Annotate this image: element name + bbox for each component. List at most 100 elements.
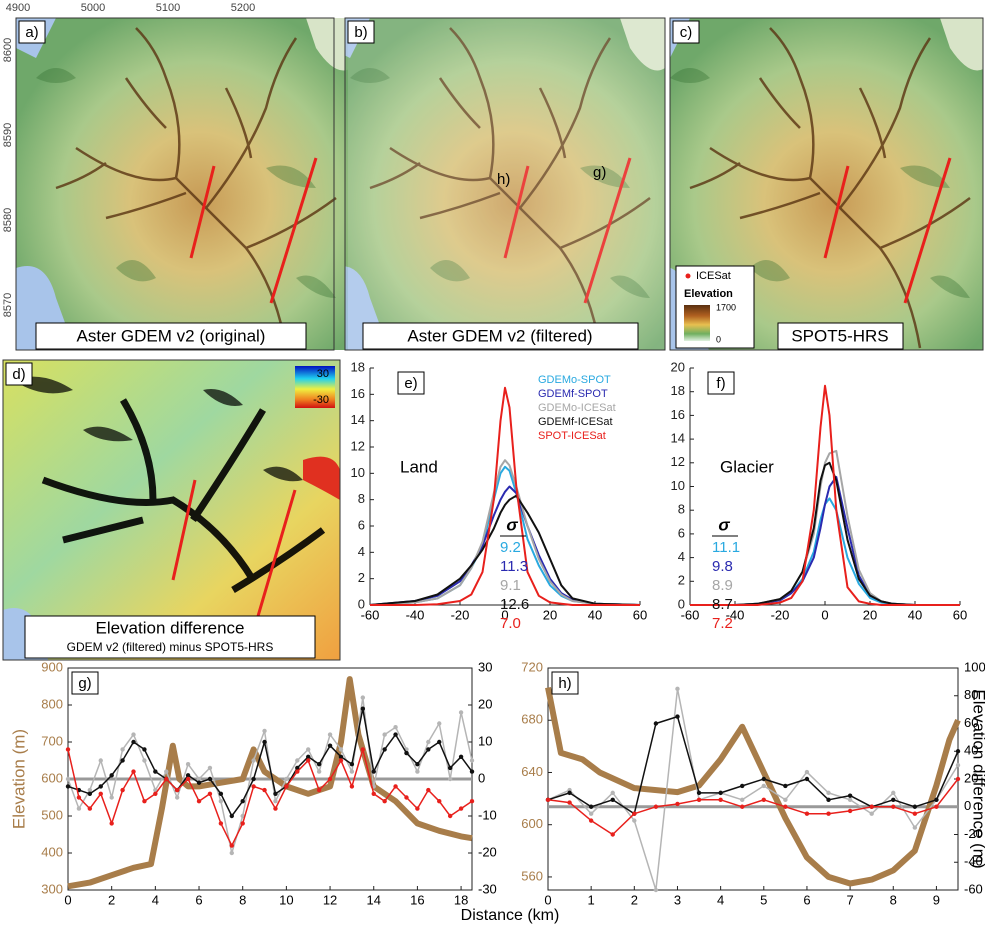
data-point	[120, 787, 125, 793]
data-point	[218, 791, 224, 796]
panel-label: g)	[78, 675, 91, 692]
y2-tick-label: 80	[964, 687, 978, 702]
data-point	[185, 762, 191, 767]
data-point	[675, 801, 680, 807]
data-point	[804, 769, 810, 775]
legend-marker: ICESat	[696, 270, 731, 282]
data-point	[273, 791, 278, 796]
series-line	[547, 715, 959, 815]
y-axis-label: Elevation (m)	[9, 729, 28, 829]
data-point	[783, 804, 788, 809]
series-line	[547, 778, 959, 836]
map-caption: Aster GDEM v2 (original)	[77, 326, 266, 345]
x-tick-label: 1	[588, 892, 595, 907]
legend-max: 1700	[716, 302, 736, 312]
y-tick-label: 0	[358, 596, 365, 611]
sigma-value: 7.2	[712, 615, 733, 632]
data-point	[131, 769, 136, 774]
y-tick-label: 2	[678, 573, 685, 588]
x-tick-label: -60	[361, 607, 380, 622]
data-point	[458, 754, 464, 759]
x-tick-label: 0	[821, 607, 828, 622]
x-tick-label: 20	[543, 607, 557, 622]
y-tick-label: 18	[671, 383, 685, 398]
x-tick-label: 40	[908, 607, 922, 622]
data-point	[316, 769, 322, 774]
x-tick-label: 20	[863, 607, 877, 622]
x-tick-label: 0	[501, 607, 508, 622]
data-point	[185, 776, 191, 782]
data-point	[142, 799, 147, 804]
data-point	[185, 773, 191, 778]
x-tick-label: 2	[631, 892, 638, 907]
sigma-value: 9.8	[712, 558, 733, 575]
x-tick-label: 40	[588, 607, 602, 622]
panel-label: b)	[354, 24, 367, 41]
data-point	[653, 887, 659, 893]
data-point	[826, 790, 831, 796]
data-point	[196, 780, 202, 785]
panel-label-box	[71, 671, 99, 695]
data-point	[109, 795, 114, 800]
data-point	[207, 765, 213, 771]
legend-title: Elevation	[684, 288, 733, 300]
data-point	[207, 791, 213, 796]
data-point	[653, 804, 659, 809]
data-point	[804, 811, 810, 816]
y2-tick-label: -20	[478, 844, 497, 859]
panel-label: e)	[404, 375, 417, 392]
legend-max: 30	[317, 368, 329, 380]
y2-tick-label: 60	[964, 715, 978, 730]
data-point	[295, 765, 300, 771]
sigma-value: 9.1	[500, 577, 521, 594]
data-point	[567, 800, 572, 805]
y-tick-label: 4	[678, 549, 685, 564]
y-tick-label: 16	[671, 407, 685, 422]
profile-label: h)	[497, 171, 510, 188]
x-tick-label: 8	[239, 892, 246, 907]
data-point	[783, 783, 788, 789]
y2-tick-label: 10	[478, 733, 492, 748]
data-point	[912, 825, 918, 830]
y-tick-label: 8	[358, 491, 365, 506]
data-point	[826, 811, 831, 816]
panel-label-box	[397, 371, 425, 395]
data-point	[262, 787, 267, 793]
data-point	[847, 808, 853, 814]
y-tick-label: 12	[671, 454, 685, 469]
sigma-value: 9.2	[500, 539, 521, 556]
data-point	[469, 799, 475, 804]
data-point	[426, 747, 431, 752]
data-point	[675, 714, 680, 719]
data-point	[98, 784, 103, 789]
y-tick-label: 0	[678, 596, 685, 611]
y-tick-label: 4	[358, 544, 365, 559]
data-point	[174, 795, 180, 800]
data-point	[718, 797, 723, 803]
sigma-header: σ	[506, 515, 518, 534]
data-point	[696, 797, 702, 803]
data-point	[382, 732, 387, 737]
y-tick-label: 10	[671, 478, 685, 493]
data-point	[382, 799, 387, 804]
y-tick-label: 500	[41, 807, 63, 822]
legend-min: -30	[313, 394, 329, 406]
data-point	[393, 725, 398, 730]
panel-label: a)	[25, 24, 38, 41]
legend-entry: GDEMo-ICESat	[538, 402, 616, 414]
legend-entry: GDEMo-SPOT	[538, 374, 611, 386]
y-tick-label: 14	[671, 431, 685, 446]
y-tick-label: 800	[41, 696, 63, 711]
data-point	[87, 791, 93, 796]
data-point	[284, 784, 289, 789]
x-tick-label: 5	[760, 892, 767, 907]
x-tick-label: 4	[152, 892, 159, 907]
data-point	[426, 739, 431, 745]
data-point	[76, 795, 82, 800]
x-tick-label: -40	[406, 607, 425, 622]
y2-tick-label: 20	[964, 770, 978, 785]
x-tick-label: 16	[410, 892, 424, 907]
data-point	[934, 804, 939, 809]
legend-min: 0	[716, 334, 721, 344]
data-point	[131, 732, 136, 737]
